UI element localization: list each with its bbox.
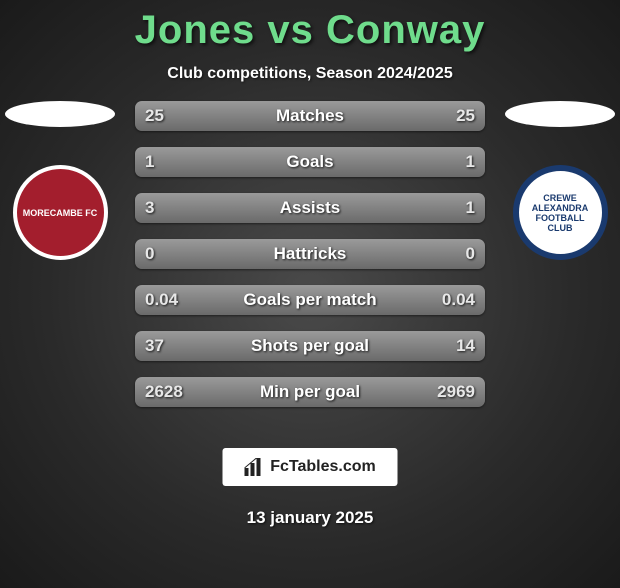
stat-label: Hattricks [135, 239, 485, 269]
stat-bar: 26282969Min per goal [135, 377, 485, 407]
title-player2: Conway [326, 8, 485, 52]
date-text: 13 january 2025 [0, 508, 620, 528]
stat-bars: 2525Matches 11Goals 31Assists 00Hattricks 0.… [135, 101, 485, 407]
stat-bar: 3714Shots per goal [135, 331, 485, 361]
stat-label: Matches [135, 101, 485, 131]
stat-label: Shots per goal [135, 331, 485, 361]
left-side: MORECAMBE FC [0, 101, 120, 260]
stat-bar: 0.040.04Goals per match [135, 285, 485, 315]
right-team-badge: CREWE ALEXANDRA FOOTBALL CLUB [513, 165, 608, 260]
stat-label: Goals per match [135, 285, 485, 315]
stat-label: Assists [135, 193, 485, 223]
stat-bar: 2525Matches [135, 101, 485, 131]
logo-text: FcTables.com [270, 458, 376, 476]
chart-icon [244, 458, 264, 476]
title-vs: vs [267, 8, 314, 52]
stat-label: Goals [135, 147, 485, 177]
left-team-badge-text: MORECAMBE FC [23, 208, 98, 218]
left-player-oval [5, 101, 115, 127]
page-title: Jones vs Conway [0, 8, 620, 53]
right-side: CREWE ALEXANDRA FOOTBALL CLUB [500, 101, 620, 260]
right-team-badge-text: CREWE ALEXANDRA FOOTBALL CLUB [525, 193, 596, 233]
stat-label: Min per goal [135, 377, 485, 407]
subtitle: Club competitions, Season 2024/2025 [0, 65, 620, 83]
title-player1: Jones [135, 8, 256, 52]
right-player-oval [505, 101, 615, 127]
stat-bar: 11Goals [135, 147, 485, 177]
fctables-logo[interactable]: FcTables.com [223, 448, 398, 486]
left-team-badge: MORECAMBE FC [13, 165, 108, 260]
stat-bar: 00Hattricks [135, 239, 485, 269]
comparison-content: MORECAMBE FC CREWE ALEXANDRA FOOTBALL CL… [0, 101, 620, 431]
stat-bar: 31Assists [135, 193, 485, 223]
